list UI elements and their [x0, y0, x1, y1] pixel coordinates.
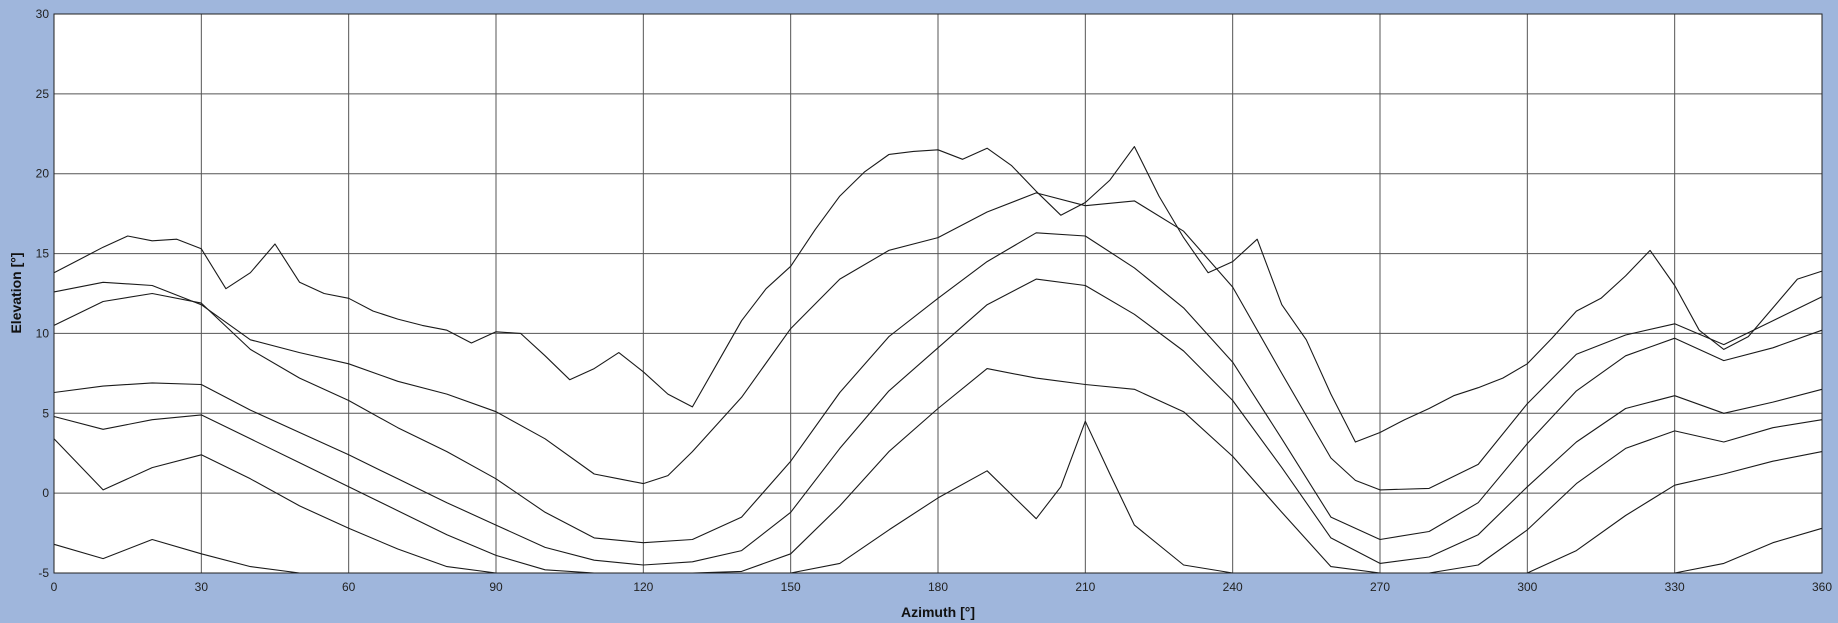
y-tick-label: 15 — [36, 247, 50, 261]
x-tick-label: 180 — [928, 580, 948, 594]
y-tick-label: 0 — [42, 486, 49, 500]
x-tick-label: 270 — [1370, 580, 1390, 594]
x-tick-label: 60 — [342, 580, 356, 594]
x-tick-label: 150 — [781, 580, 801, 594]
x-tick-label: 0 — [51, 580, 58, 594]
y-tick-label: 30 — [36, 7, 50, 21]
x-tick-label: 300 — [1517, 580, 1537, 594]
profile-line — [53, 368, 1823, 574]
x-tick-label: 360 — [1812, 580, 1832, 594]
plot-border — [53, 13, 1823, 574]
y-axis-label: Elevation [°] — [8, 252, 24, 333]
y-tick-label: 5 — [42, 406, 49, 420]
y-tick-label: 20 — [36, 167, 50, 181]
x-axis-label: Azimuth [°] — [901, 604, 975, 620]
x-tick-labels: 0 30 60 90 120 150 180 210 240 270 300 330 360 — [51, 580, 1833, 594]
profile-line — [53, 232, 1823, 544]
y-tick-label: 25 — [36, 87, 50, 101]
profile-line — [53, 278, 1823, 566]
profile-line — [53, 146, 1823, 443]
x-tick-label: 330 — [1665, 580, 1685, 594]
y-tick-label: 10 — [36, 326, 50, 340]
y-tick-label: -5 — [38, 566, 49, 580]
x-tick-label: 30 — [195, 580, 209, 594]
x-tick-label: 120 — [633, 580, 653, 594]
x-tick-label: 90 — [489, 580, 503, 594]
y-tick-labels: -5 0 5 10 15 20 25 30 — [36, 7, 50, 580]
x-tick-label: 240 — [1223, 580, 1243, 594]
x-tick-label: 210 — [1075, 580, 1095, 594]
profile-line — [53, 192, 1823, 491]
